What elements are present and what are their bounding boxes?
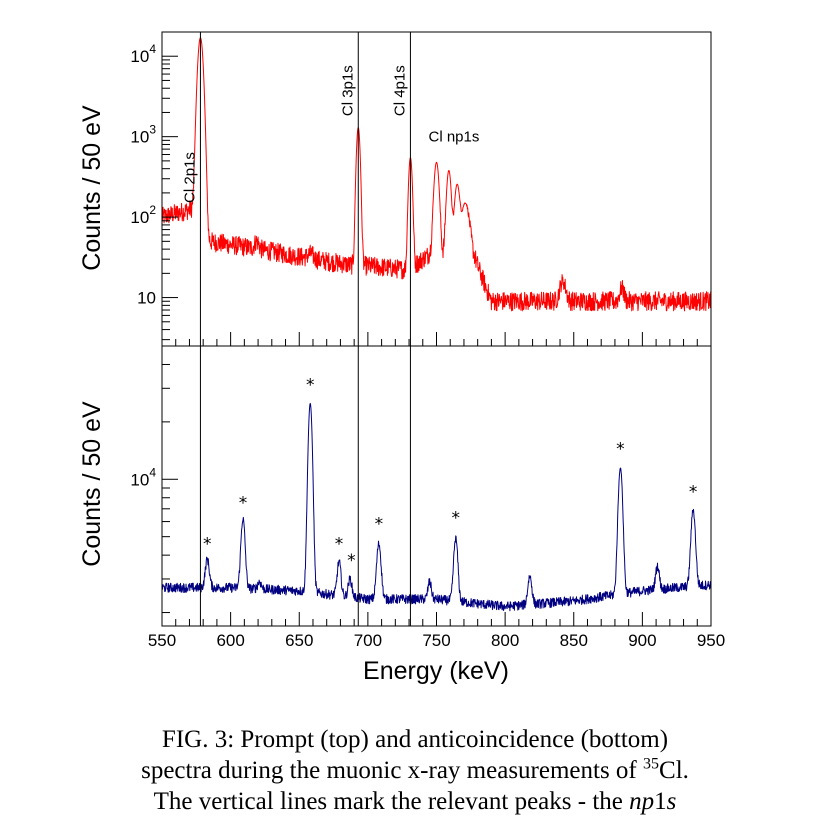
peak-marker-star-8: * xyxy=(689,483,698,503)
vertical-marker-lines xyxy=(199,32,411,626)
x-tick-label-7: 900 xyxy=(628,631,656,650)
top-y-tick-label-base-1: 10 xyxy=(130,208,149,227)
x-tick-label-2: 650 xyxy=(285,631,313,650)
spectrum-line-bottom xyxy=(161,402,712,612)
bottom-y-tick-label-base-0: 10 xyxy=(130,470,149,489)
x-tick-label-8: 950 xyxy=(697,631,725,650)
peak-marker-star-4: * xyxy=(347,551,356,571)
top-y-tick-label-exp-3: 4 xyxy=(149,42,156,56)
caption-line-2: spectra during the muonic x-ray measurem… xyxy=(40,755,790,786)
bottom-panel xyxy=(161,402,712,612)
x-tick-label-1: 600 xyxy=(216,631,244,650)
top-y-tick-label-base-2: 10 xyxy=(130,128,149,147)
bottom-y-tick-label-exp-0: 4 xyxy=(149,465,156,479)
top-y-tick-label-2: 103 xyxy=(130,123,156,147)
peak-marker-star-5: * xyxy=(375,514,384,534)
peak-label-2: Cl 4p1s xyxy=(391,65,408,116)
peak-marker-star-0: * xyxy=(203,534,212,554)
peak-label-0: Cl 2p1s xyxy=(181,152,198,203)
top-panel xyxy=(161,37,712,312)
caption-line-3: The vertical lines mark the relevant pea… xyxy=(40,786,790,817)
top-y-tick-label-1: 102 xyxy=(130,203,156,227)
x-tick-label-5: 800 xyxy=(491,631,519,650)
caption-transition-np: np xyxy=(629,788,655,815)
x-tick-label-3: 700 xyxy=(354,631,382,650)
caption-line-2-end: Cl. xyxy=(659,757,689,784)
top-y-tick-label-base-3: 10 xyxy=(130,47,149,66)
top-y-tick-label-exp-2: 3 xyxy=(149,123,156,137)
peak-label-1: Cl 3p1s xyxy=(339,65,356,116)
caption-line-3-text: The vertical lines mark the relevant pea… xyxy=(153,788,630,815)
bottom-plot-frame xyxy=(161,345,712,627)
top-y-tick-label-3: 104 xyxy=(130,42,156,66)
peak-label-3: Cl np1s xyxy=(429,129,480,146)
caption-transition-1: 1 xyxy=(654,788,667,815)
x-axis-label: Energy (keV) xyxy=(363,657,509,685)
bottom-y-tick-label-0: 104 xyxy=(130,465,156,489)
x-tick-label-6: 850 xyxy=(560,631,588,650)
x-tick-label-4: 750 xyxy=(422,631,450,650)
top-y-tick-label-0: 10 xyxy=(137,289,156,308)
caption-transition-s: s xyxy=(666,788,677,815)
caption-line-1: FIG. 3: Prompt (top) and anticoincidence… xyxy=(161,726,669,753)
peak-marker-star-1: * xyxy=(239,493,248,513)
peak-marker-star-2: * xyxy=(306,375,315,395)
peak-marker-star-3: * xyxy=(335,534,344,554)
caption-line-2-text: spectra during the muonic x-ray measurem… xyxy=(141,757,644,784)
peak-marker-star-6: * xyxy=(451,509,460,529)
top-plot-frame xyxy=(161,31,712,347)
peak-marker-star-7: * xyxy=(616,440,625,460)
caption-isotope-superscript: 35 xyxy=(643,755,660,773)
x-tick-label-0: 550 xyxy=(148,631,176,650)
bottom-y-axis-label: Counts / 50 eV xyxy=(78,401,106,567)
spectrum-line-top xyxy=(161,37,712,312)
top-y-tick-label-exp-1: 2 xyxy=(149,203,156,217)
figure-caption: FIG. 3: Prompt (top) and anticoincidence… xyxy=(40,724,790,817)
top-y-axis-label: Counts / 50 eV xyxy=(78,105,106,271)
